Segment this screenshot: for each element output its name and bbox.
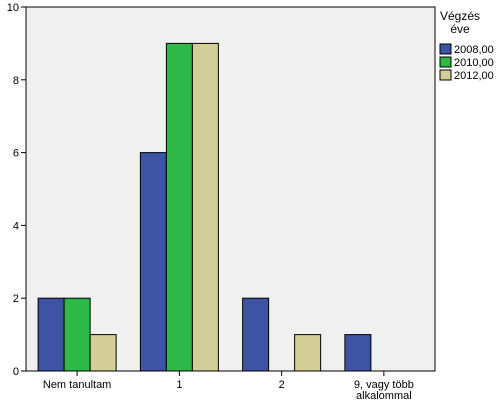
x-tick-label: 1 (176, 379, 182, 391)
legend-label: 2008,00 (454, 44, 494, 56)
y-tick-label: 10 (7, 2, 19, 14)
x-tick-label: 2 (279, 379, 285, 391)
bar (63, 297, 91, 372)
x-tick-label: alkalommal (356, 390, 412, 402)
y-tick-label: 6 (13, 148, 19, 160)
bar (344, 334, 372, 372)
legend-swatch (439, 56, 452, 68)
bar (89, 334, 117, 372)
y-tick-label: 8 (13, 75, 19, 87)
legend-swatch (439, 43, 452, 55)
bar (294, 334, 322, 372)
legend-swatch (439, 69, 452, 81)
y-tick-label: 0 (13, 366, 19, 378)
legend-label: 2010,00 (454, 57, 494, 69)
bar (139, 152, 167, 372)
legend-title: Végzés (440, 9, 480, 23)
x-tick-label: Nem tanultam (43, 379, 111, 391)
plot-area (25, 6, 436, 372)
bar (37, 297, 65, 372)
x-tick-label: 9, vagy több (354, 379, 414, 391)
y-axis: 0 2 4 6 8 10 (7, 2, 26, 378)
bar (165, 42, 193, 372)
bars-layer (37, 42, 372, 372)
bar (242, 297, 270, 372)
bar (191, 42, 219, 372)
legend-label: 2012,00 (454, 70, 494, 82)
y-tick-label: 4 (13, 220, 19, 232)
legend-title: éve (450, 22, 470, 36)
y-tick-label: 2 (13, 293, 19, 305)
